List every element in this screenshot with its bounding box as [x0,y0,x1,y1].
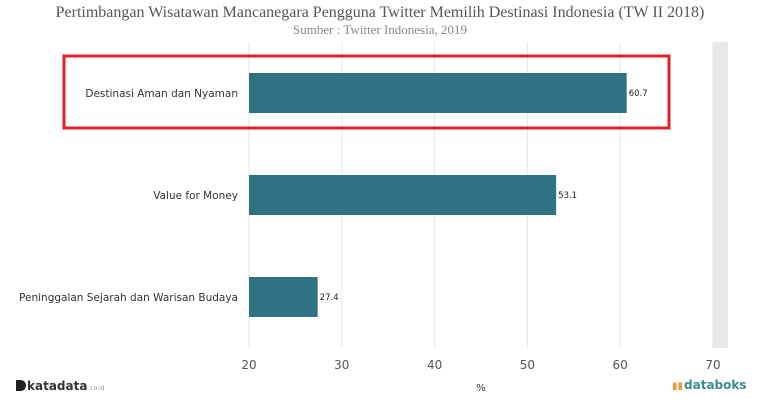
bar [249,73,627,113]
databoks-logo: ▮▮databoks [672,378,747,392]
value-label: 27.4 [320,293,339,303]
category-labels: Destinasi Aman dan Nyaman Value for Money… [19,88,238,304]
bar [249,277,318,317]
value-label: 53.1 [558,191,577,201]
bars [249,73,627,317]
value-label: 60.7 [629,89,648,99]
category-label: Value for Money [153,190,238,202]
x-axis-ticks: 20 30 40 50 60 70 [241,358,720,372]
chart-title: Pertimbangan Wisatawan Mancanegara Pengg… [55,4,705,21]
x-tick-label: 40 [427,358,442,372]
katadata-logo-domain: .co.id [88,385,105,392]
category-label: Peninggalan Sejarah dan Warisan Budaya [19,292,238,304]
katadata-logo-mark-icon [16,380,26,391]
value-labels: 60.7 53.1 27.4 [320,89,648,303]
x-tick-label: 60 [613,358,628,372]
katadata-logo: katadata.co.id [16,379,105,393]
highlight-box [62,54,671,130]
category-label: Destinasi Aman dan Nyaman [85,88,238,100]
databoks-logo-text: databoks [684,378,747,392]
databoks-logo-mark-icon: ▮▮ [672,381,684,392]
x-tick-label: 70 [705,358,720,372]
katadata-logo-text: katadata [27,379,88,393]
x-tick-label: 20 [241,358,256,372]
scroll-sidebar [713,42,728,348]
bar [249,175,557,215]
chart-subtitle: Sumber : Twitter Indonesia, 2019 [293,22,467,37]
x-axis-label: % [476,383,486,394]
x-tick-label: 30 [334,358,349,372]
x-tick-label: 50 [520,358,535,372]
